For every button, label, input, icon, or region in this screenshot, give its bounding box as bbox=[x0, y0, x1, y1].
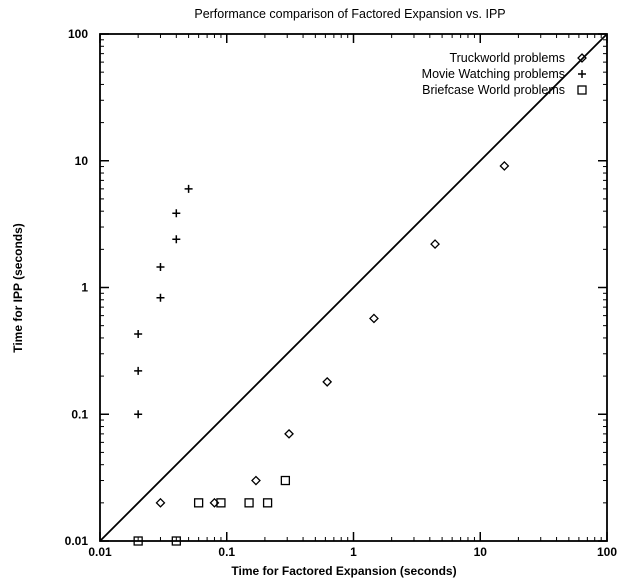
point-diamond-5 bbox=[369, 313, 379, 324]
point-square-0 bbox=[133, 536, 143, 546]
point-square-5 bbox=[262, 498, 273, 508]
point-square-4 bbox=[244, 498, 254, 508]
legend-marker-plus bbox=[578, 70, 586, 78]
point-diamond-4 bbox=[322, 376, 333, 387]
point-diamond-2 bbox=[251, 475, 261, 486]
point-plus-0 bbox=[134, 410, 143, 419]
point-square-1 bbox=[171, 536, 181, 546]
point-plus-4 bbox=[156, 263, 165, 272]
x-tick-label-2: 1 bbox=[350, 545, 357, 559]
point-plus-5 bbox=[172, 235, 181, 244]
x-tick-label-3: 10 bbox=[474, 545, 488, 559]
reference-line-y-equals-x bbox=[99, 33, 608, 542]
legend-marker-square bbox=[577, 85, 587, 95]
x-tick-label-1: 0.1 bbox=[218, 545, 235, 559]
point-plus-1 bbox=[134, 366, 143, 375]
legend-marker-diamond bbox=[577, 53, 587, 63]
y-tick-label-0: 0.01 bbox=[65, 534, 89, 548]
x-tick-label-4: 100 bbox=[597, 545, 617, 559]
point-diamond-7 bbox=[499, 161, 510, 171]
point-diamond-3 bbox=[284, 428, 294, 439]
point-plus-6 bbox=[172, 209, 181, 218]
point-plus-7 bbox=[184, 184, 193, 193]
point-diamond-0 bbox=[155, 497, 166, 508]
y-tick-label-1: 0.1 bbox=[71, 407, 88, 421]
axis-ticks: 0.01 0.1 1 10 100 0.01 0.1 1 10 100 bbox=[65, 27, 618, 559]
point-plus-2 bbox=[134, 329, 143, 338]
legend-label-2: Briefcase World problems bbox=[422, 83, 565, 97]
y-tick-label-3: 10 bbox=[75, 154, 89, 168]
x-tick-label-0: 0.01 bbox=[88, 545, 112, 559]
y-tick-label-4: 100 bbox=[68, 27, 88, 41]
legend-label-1: Movie Watching problems bbox=[422, 67, 565, 81]
point-square-6 bbox=[280, 475, 291, 486]
chart-title: Performance comparison of Factored Expan… bbox=[194, 7, 505, 21]
point-diamond-6 bbox=[430, 239, 440, 250]
y-axis-label: Time for IPP (seconds) bbox=[11, 223, 25, 353]
point-plus-3 bbox=[156, 293, 165, 302]
legend-label-0: Truckworld problems bbox=[449, 51, 565, 65]
point-square-2 bbox=[193, 498, 204, 508]
y-tick-label-2: 1 bbox=[81, 281, 88, 295]
x-axis-label: Time for Factored Expansion (seconds) bbox=[231, 564, 456, 578]
legend: Truckworld problems Movie Watching proble… bbox=[422, 51, 587, 97]
data-points bbox=[133, 161, 510, 546]
point-square-3 bbox=[216, 498, 226, 508]
